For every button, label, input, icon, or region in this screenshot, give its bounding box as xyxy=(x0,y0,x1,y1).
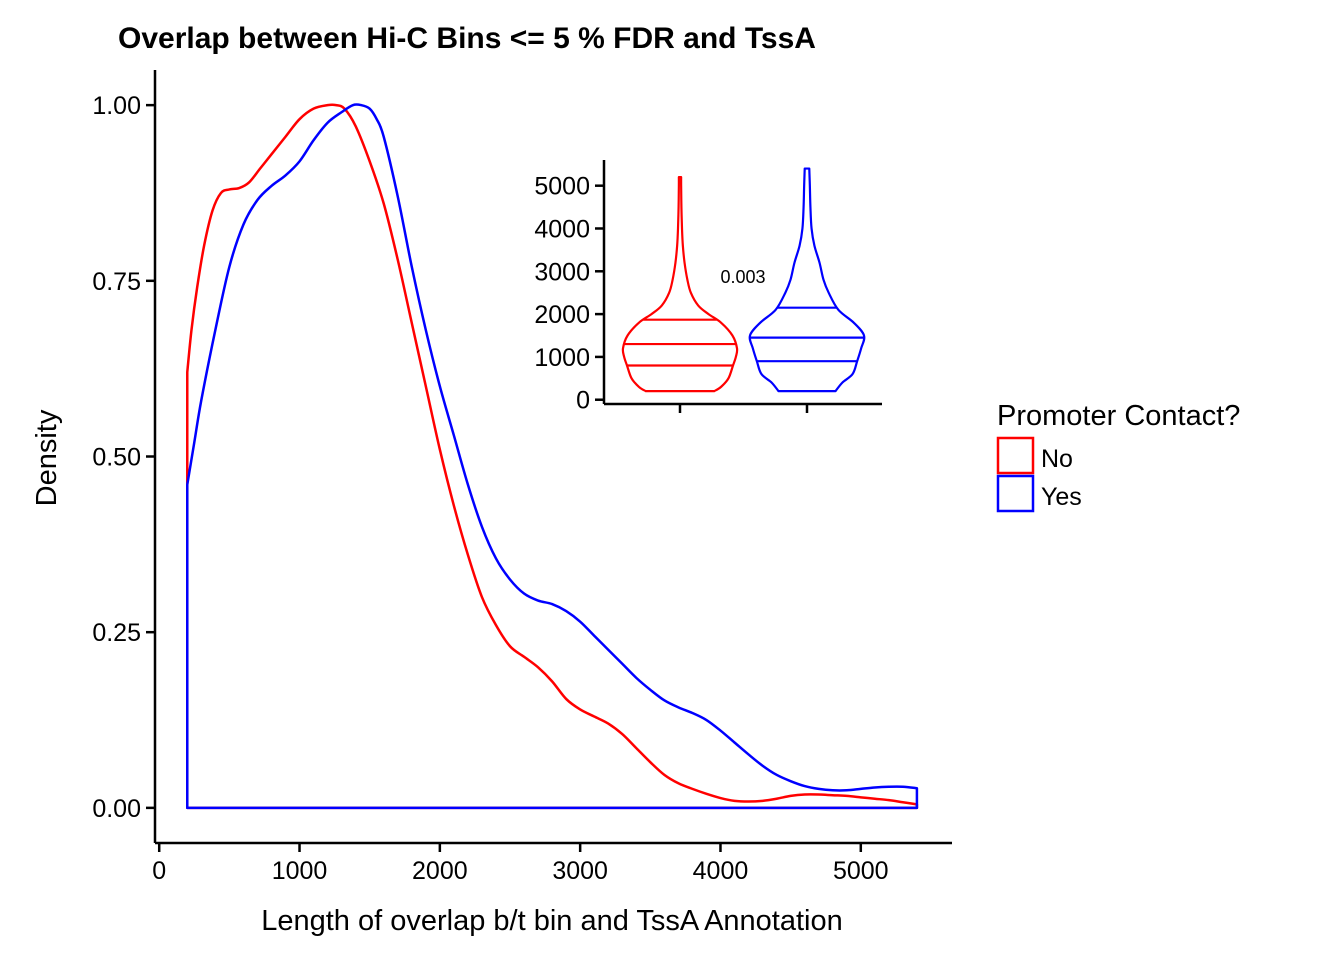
density-series xyxy=(186,103,919,810)
inset-y-tick-label: 1000 xyxy=(534,344,590,372)
p-value-annotation: 0.003 xyxy=(720,267,765,287)
inset-y-tick-label: 3000 xyxy=(534,258,590,286)
legend-key-yes xyxy=(996,474,1035,513)
legend-label-yes: Yes xyxy=(1041,483,1082,511)
inset-y-tick-label: 5000 xyxy=(534,173,590,201)
chart-title: Overlap between Hi-C Bins <= 5 % FDR and… xyxy=(118,22,816,55)
y-tick-label: 0.25 xyxy=(92,619,141,647)
inset-y-tick-label: 2000 xyxy=(534,301,590,329)
legend-key-no xyxy=(996,436,1035,475)
y-tick-label: 0.00 xyxy=(92,795,141,823)
x-tick-label: 3000 xyxy=(552,857,608,885)
legend-title: Promoter Contact? xyxy=(997,400,1240,432)
x-tick-label: 1000 xyxy=(272,857,328,885)
inset-y-tick-label: 4000 xyxy=(534,215,590,243)
y-axis-label: Density xyxy=(31,409,63,506)
legend: Promoter Contact? No Yes xyxy=(996,400,1240,513)
x-tick-label: 5000 xyxy=(833,857,889,885)
x-tick-label: 4000 xyxy=(693,857,749,885)
y-ticks: 0.00 0.25 0.50 0.75 1.00 xyxy=(92,92,155,823)
x-tick-label: 0 xyxy=(152,857,166,885)
y-tick-label: 1.00 xyxy=(92,92,141,120)
inset-y-tick-label: 0 xyxy=(576,387,590,415)
y-tick-label: 0.75 xyxy=(92,268,141,296)
y-tick-label: 0.50 xyxy=(92,444,141,472)
violin-yes xyxy=(748,167,866,393)
x-ticks: 0 1000 2000 3000 4000 5000 xyxy=(152,843,889,885)
density-yes xyxy=(186,103,919,810)
inset-y-ticks: 0 1000 2000 3000 4000 5000 xyxy=(534,173,809,415)
inset-violins xyxy=(621,167,866,393)
x-tick-label: 2000 xyxy=(412,857,468,885)
inset-axes xyxy=(602,160,882,406)
legend-items: No Yes xyxy=(996,436,1082,513)
density-no xyxy=(186,103,919,810)
violin-no xyxy=(621,176,739,393)
x-axis-label: Length of overlap b/t bin and TssA Annot… xyxy=(261,905,843,937)
legend-label-no: No xyxy=(1041,445,1073,473)
